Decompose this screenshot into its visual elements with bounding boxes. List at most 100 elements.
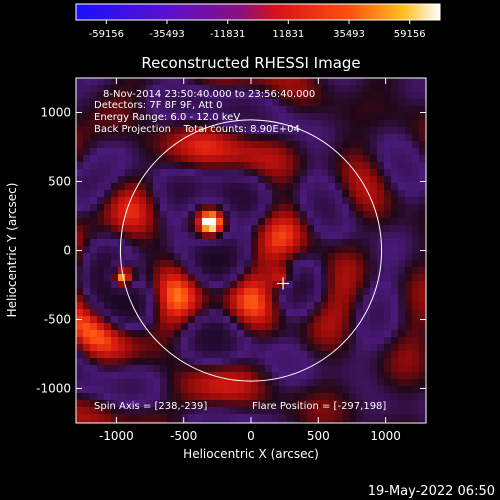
heatmap-cell (272, 218, 280, 226)
heatmap-cell (370, 176, 378, 184)
heatmap-cell (97, 106, 105, 114)
heatmap-cell (125, 372, 133, 380)
heatmap-cell (328, 239, 336, 247)
heatmap-cell (405, 414, 413, 422)
heatmap-cell (125, 400, 133, 408)
heatmap-cell (216, 155, 224, 163)
heatmap-cell (335, 253, 343, 261)
heatmap-cell (314, 253, 322, 261)
heatmap-cell (223, 358, 231, 366)
heatmap-cell (384, 253, 392, 261)
heatmap-cell (111, 281, 119, 289)
heatmap-cell (174, 323, 182, 331)
heatmap-cell (111, 365, 119, 373)
heatmap-cell (111, 379, 119, 387)
heatmap-cell (83, 155, 91, 163)
heatmap-cell (118, 358, 126, 366)
heatmap-cell (321, 302, 329, 310)
heatmap-cell (349, 239, 357, 247)
heatmap-cell (293, 421, 301, 423)
heatmap-cell (370, 281, 378, 289)
heatmap-cell (321, 99, 329, 107)
heatmap-cell (195, 204, 203, 212)
heatmap-cell (209, 190, 217, 198)
heatmap-cell (272, 302, 280, 310)
heatmap-cell (321, 288, 329, 296)
heatmap-cell (321, 92, 329, 100)
heatmap-cell (286, 372, 294, 380)
heatmap-cell (265, 204, 273, 212)
heatmap-cell (251, 400, 259, 408)
heatmap-cell (237, 351, 245, 359)
heatmap-cell (272, 358, 280, 366)
heatmap-cell (209, 162, 217, 170)
heatmap-cell (90, 239, 98, 247)
heatmap-cell (279, 78, 287, 86)
heatmap-cell (307, 148, 315, 156)
heatmap-cell (223, 183, 231, 191)
heatmap-cell (83, 281, 91, 289)
heatmap-cell (216, 190, 224, 198)
heatmap-cell (335, 197, 343, 205)
heatmap-cell (174, 169, 182, 177)
heatmap-cell (349, 302, 357, 310)
heatmap-cell (244, 190, 252, 198)
heatmap-cell (146, 225, 154, 233)
heatmap-cell (377, 183, 385, 191)
heatmap-cell (412, 295, 420, 303)
heatmap-cell (265, 176, 273, 184)
heatmap-cell (356, 127, 364, 135)
heatmap-cell (377, 169, 385, 177)
heatmap-cell (237, 253, 245, 261)
heatmap-cell (195, 169, 203, 177)
heatmap-cell (307, 288, 315, 296)
heatmap-cell (146, 337, 154, 345)
heatmap-cell (293, 120, 301, 128)
heatmap-cell (90, 337, 98, 345)
heatmap-cell (76, 211, 84, 219)
heatmap-cell (286, 113, 294, 121)
heatmap-cell (146, 295, 154, 303)
heatmap-cell (160, 92, 168, 100)
heatmap-cell (244, 330, 252, 338)
heatmap-cell (244, 351, 252, 359)
heatmap-cell (216, 225, 224, 233)
heatmap-cell (195, 407, 203, 415)
heatmap-cell (391, 134, 399, 142)
heatmap-cell (195, 162, 203, 170)
y-axis-label: Heliocentric Y (arcsec) (5, 183, 19, 318)
spin-axis-label: Spin Axis = [238,-239] (94, 401, 207, 412)
heatmap-cell (307, 120, 315, 128)
heatmap-cell (377, 218, 385, 226)
heatmap-cell (90, 414, 98, 422)
heatmap-cell (300, 379, 308, 387)
heatmap-cell (307, 393, 315, 401)
heatmap-cell (153, 190, 161, 198)
heatmap-cell (321, 379, 329, 387)
heatmap-cell (97, 99, 105, 107)
heatmap-cell (356, 288, 364, 296)
heatmap-cell (391, 288, 399, 296)
heatmap-cell (251, 176, 259, 184)
heatmap-cell (398, 183, 406, 191)
y-tick-label: -500 (44, 313, 71, 327)
heatmap-cell (328, 113, 336, 121)
heatmap-cell (202, 141, 210, 149)
heatmap-cell (146, 204, 154, 212)
heatmap-cell (202, 211, 210, 219)
heatmap-cell (230, 162, 238, 170)
heatmap-cell (279, 197, 287, 205)
heatmap-cell (335, 204, 343, 212)
heatmap-cell (349, 99, 357, 107)
heatmap-cell (342, 190, 350, 198)
heatmap-cell (139, 414, 147, 422)
heatmap-cell (237, 400, 245, 408)
heatmap-cell (230, 204, 238, 212)
heatmap-cell (160, 176, 168, 184)
heatmap-cell (188, 351, 196, 359)
heatmap-cell (314, 302, 322, 310)
heatmap-cell (258, 379, 266, 387)
heatmap-cell (391, 232, 399, 240)
heatmap-cell (244, 414, 252, 422)
heatmap-cell (139, 267, 147, 275)
